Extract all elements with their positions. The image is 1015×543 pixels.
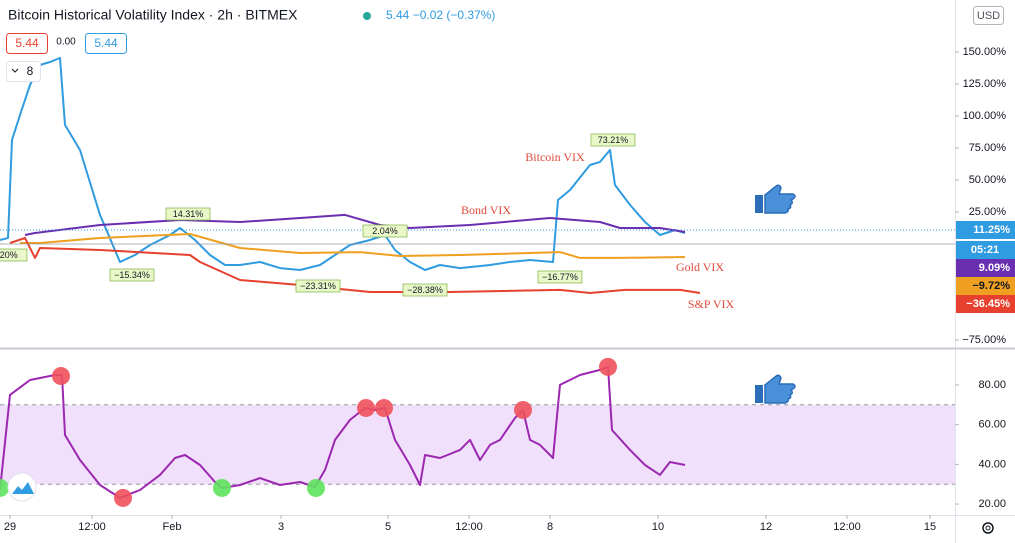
overbought-marker bbox=[599, 357, 617, 376]
x-tick-label: 10 bbox=[652, 521, 664, 533]
x-tick-label: 12:00 bbox=[833, 521, 861, 533]
annotation-box bbox=[109, 268, 155, 282]
band-fill bbox=[0, 404, 955, 485]
annotation-box bbox=[0, 248, 28, 262]
x-tick-label: 15 bbox=[924, 521, 936, 533]
x-tick-label: 8 bbox=[547, 521, 553, 533]
series-line bbox=[0, 57, 686, 271]
settings-button[interactable] bbox=[982, 522, 994, 534]
annotation-box bbox=[165, 207, 211, 221]
axes: 150.00% 125.00% 100.00% 75.00% 50.00% 25.00% −… bbox=[4, 46, 1015, 533]
x-tick-label: 5 bbox=[385, 521, 391, 533]
annotation: 73.21% bbox=[598, 135, 629, 145]
x-tick-label: 12 bbox=[760, 521, 772, 533]
last-value-box bbox=[956, 221, 1015, 239]
overbought-marker bbox=[375, 398, 393, 417]
overbought-marker bbox=[357, 398, 375, 417]
x-tick-label: 29 bbox=[4, 521, 16, 533]
lower-pane bbox=[0, 357, 955, 507]
annotation: 1.20% bbox=[0, 250, 18, 260]
y-tick-label: 40.00 bbox=[978, 458, 1006, 470]
oversold-marker bbox=[307, 478, 325, 497]
status-dot bbox=[363, 12, 371, 20]
overbought-marker bbox=[52, 367, 70, 386]
countdown-box bbox=[956, 241, 1015, 259]
annotation-box bbox=[590, 133, 636, 147]
input-box[interactable] bbox=[6, 33, 48, 54]
indicator-count: 8 bbox=[27, 64, 34, 78]
hand-icon bbox=[755, 374, 796, 404]
main-pane: 1.20% 14.31% −15.34% −23.31% 2.04% −28.38% −16… bbox=[0, 57, 955, 311]
series-line bbox=[20, 233, 686, 259]
x-tick-label: Feb bbox=[163, 521, 182, 533]
y-tick-label: 50.00% bbox=[969, 174, 1007, 186]
series-line bbox=[9, 237, 701, 294]
hand-icon bbox=[755, 184, 796, 214]
last-value-box bbox=[956, 277, 1015, 295]
x-tick-label: 12:00 bbox=[455, 521, 483, 533]
currency-button[interactable] bbox=[973, 6, 1004, 25]
input-value: 0.00 bbox=[56, 37, 76, 48]
last-value: −36.45% bbox=[966, 298, 1010, 310]
input-box[interactable] bbox=[85, 33, 127, 54]
annotation: 14.31% bbox=[173, 209, 204, 219]
oversold-marker bbox=[0, 478, 9, 497]
annotation: −15.34% bbox=[114, 270, 150, 280]
last-value-box bbox=[956, 259, 1015, 277]
series-name: Bond VIX bbox=[461, 203, 511, 217]
chevron-icon bbox=[11, 68, 19, 73]
annotation: −28.38% bbox=[407, 285, 443, 295]
title: Bitcoin Historical Volatility Index · 2h… bbox=[8, 7, 298, 23]
series-name: Gold VIX bbox=[676, 260, 724, 274]
overbought-marker bbox=[114, 488, 132, 507]
y-tick-label: −75.00% bbox=[962, 334, 1006, 346]
y-tick-label: 75.00% bbox=[969, 142, 1007, 154]
series-name: Bitcoin VIX bbox=[525, 150, 585, 164]
x-tick-label: 3 bbox=[278, 521, 284, 533]
y-tick-label: 100.00% bbox=[963, 110, 1007, 122]
countdown: 05:21 bbox=[971, 244, 999, 256]
y-tick-label: 125.00% bbox=[963, 78, 1007, 90]
annotation-box bbox=[402, 283, 448, 297]
y-tick-label: 80.00 bbox=[978, 379, 1006, 391]
quote: 5.44 −0.02 (−0.37%) bbox=[386, 8, 495, 22]
logo bbox=[7, 472, 37, 502]
annotation: −16.77% bbox=[542, 272, 578, 282]
currency: USD bbox=[977, 10, 1000, 22]
collapse-button[interactable] bbox=[6, 61, 41, 82]
last-value: 11.25% bbox=[973, 224, 1010, 236]
annotation-box bbox=[537, 270, 583, 284]
series-name: S&P VIX bbox=[688, 297, 735, 311]
annotation: 2.04% bbox=[372, 226, 398, 236]
y-tick-label: 60.00 bbox=[978, 419, 1006, 431]
last-value: −9.72% bbox=[972, 280, 1010, 292]
input-value: 5.44 bbox=[15, 36, 39, 50]
y-tick-label: 25.00% bbox=[969, 206, 1007, 218]
overbought-marker bbox=[514, 400, 532, 419]
input-value: 5.44 bbox=[94, 36, 118, 50]
y-tick-label: 20.00 bbox=[978, 498, 1006, 510]
last-value-box bbox=[956, 295, 1015, 313]
y-tick-label: 150.00% bbox=[963, 46, 1007, 58]
annotation: −23.31% bbox=[300, 281, 336, 291]
annotation-box bbox=[362, 224, 408, 238]
legend: Bitcoin Historical Volatility Index · 2h… bbox=[6, 7, 495, 82]
annotation-box bbox=[295, 279, 341, 293]
x-tick-label: 12:00 bbox=[78, 521, 106, 533]
oversold-marker bbox=[213, 478, 231, 497]
last-value: 9.09% bbox=[979, 262, 1010, 274]
